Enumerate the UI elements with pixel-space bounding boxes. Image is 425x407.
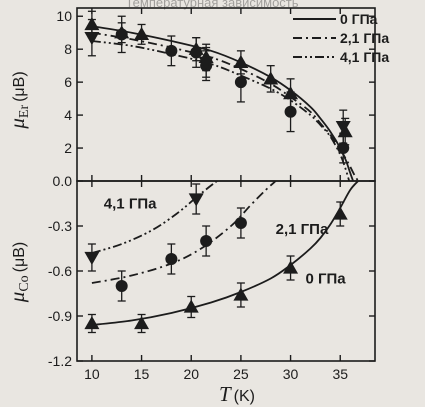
temperature-axis-symbol: T [219, 382, 232, 406]
er-data-point-41 [198, 56, 214, 70]
co-data-point-0 [283, 260, 299, 274]
er-data-point-41 [335, 121, 351, 135]
er-y-tick-label: 2 [64, 140, 72, 156]
er-data-point-21 [284, 105, 297, 118]
co-y-tick-label: -1.2 [48, 353, 72, 369]
er-data-point-0 [263, 71, 279, 85]
er-y-tick-label: 4 [64, 107, 72, 123]
er-fit-curve-0 [91, 25, 354, 181]
er-data-point-21 [190, 46, 203, 59]
temperature-axis-unit: (K) [234, 388, 255, 405]
co-data-point-41 [188, 193, 204, 207]
co-y-tick-label: -0.6 [48, 263, 72, 279]
co-axis-subscript: Co [17, 275, 32, 291]
er-moment-panel: 0.0 2 4 6 8 10 0 ГПа 2,1 ГПа 4,1 ГПа [53, 7, 389, 189]
co-fit-curve-21 [91, 181, 277, 284]
er-data-point-41 [84, 32, 100, 46]
er-data-point-0 [233, 54, 249, 68]
page-header: Температурная зависимость [125, 0, 298, 10]
legend: 0 ГПа 2,1 ГПа 4,1 ГПа [293, 11, 389, 65]
pressure-annotation: 2,1 ГПа [276, 221, 329, 238]
x-tick-label: 35 [332, 366, 348, 382]
er-plot-area [84, 10, 359, 181]
er-data-point-21 [337, 142, 350, 155]
er-data-point-21 [115, 28, 128, 41]
co-data-point-21 [165, 253, 178, 265]
co-moment-axis-title: μCo (μB) [5, 242, 32, 303]
co-axis-unit: (μB) [11, 242, 28, 273]
er-axis-symbol: μ [5, 118, 29, 130]
co-data-point-0 [183, 299, 199, 313]
co-data-point-0 [233, 287, 249, 301]
er-data-point-0 [134, 26, 150, 40]
er-y-tick-label: 10 [56, 8, 72, 24]
legend-label: 0 ГПа [340, 11, 378, 27]
legend-label: 2,1 ГПа [340, 30, 389, 46]
co-moment-panel: -1.2 -0.9 -0.6 -0.3 10 15 20 25 30 35 4,1 ГПа 2,1 Г… [48, 180, 376, 382]
co-y-tick-label: -0.3 [48, 218, 72, 234]
x-tick-label: 10 [84, 366, 100, 382]
er-y-tick-label: 0.0 [53, 173, 73, 189]
pressure-annotation: 4,1 ГПа [104, 196, 157, 213]
co-data-point-0 [134, 316, 150, 330]
co-plot-area [84, 181, 359, 334]
co-data-point-41 [84, 251, 100, 265]
x-tick-label: 30 [283, 366, 299, 382]
temperature-axis-title: T (K) [219, 382, 255, 406]
co-y-tick-label: -0.9 [48, 308, 72, 324]
er-y-tick-label: 8 [64, 41, 72, 57]
er-moment-axis-title: μEr (μB) [5, 71, 32, 129]
er-axis-unit: (μB) [11, 71, 28, 102]
x-tick-label: 20 [183, 366, 199, 382]
co-data-point-0 [84, 316, 100, 330]
er-axis-subscript: Er [17, 105, 32, 119]
pressure-annotation: 0 ГПа [305, 271, 346, 288]
co-data-point-21 [234, 217, 247, 229]
er-data-point-21 [234, 76, 247, 89]
co-axis-symbol: μ [5, 292, 29, 304]
er-y-tick-label: 6 [64, 74, 72, 90]
x-tick-label: 15 [134, 366, 150, 382]
co-data-point-21 [200, 235, 213, 247]
legend-label: 4,1 ГПа [340, 49, 389, 65]
co-fit-curve-41 [91, 181, 218, 254]
er-data-point-21 [165, 44, 178, 57]
x-tick-label: 25 [233, 366, 249, 382]
co-data-point-0 [332, 206, 348, 220]
co-data-point-21 [115, 280, 128, 292]
